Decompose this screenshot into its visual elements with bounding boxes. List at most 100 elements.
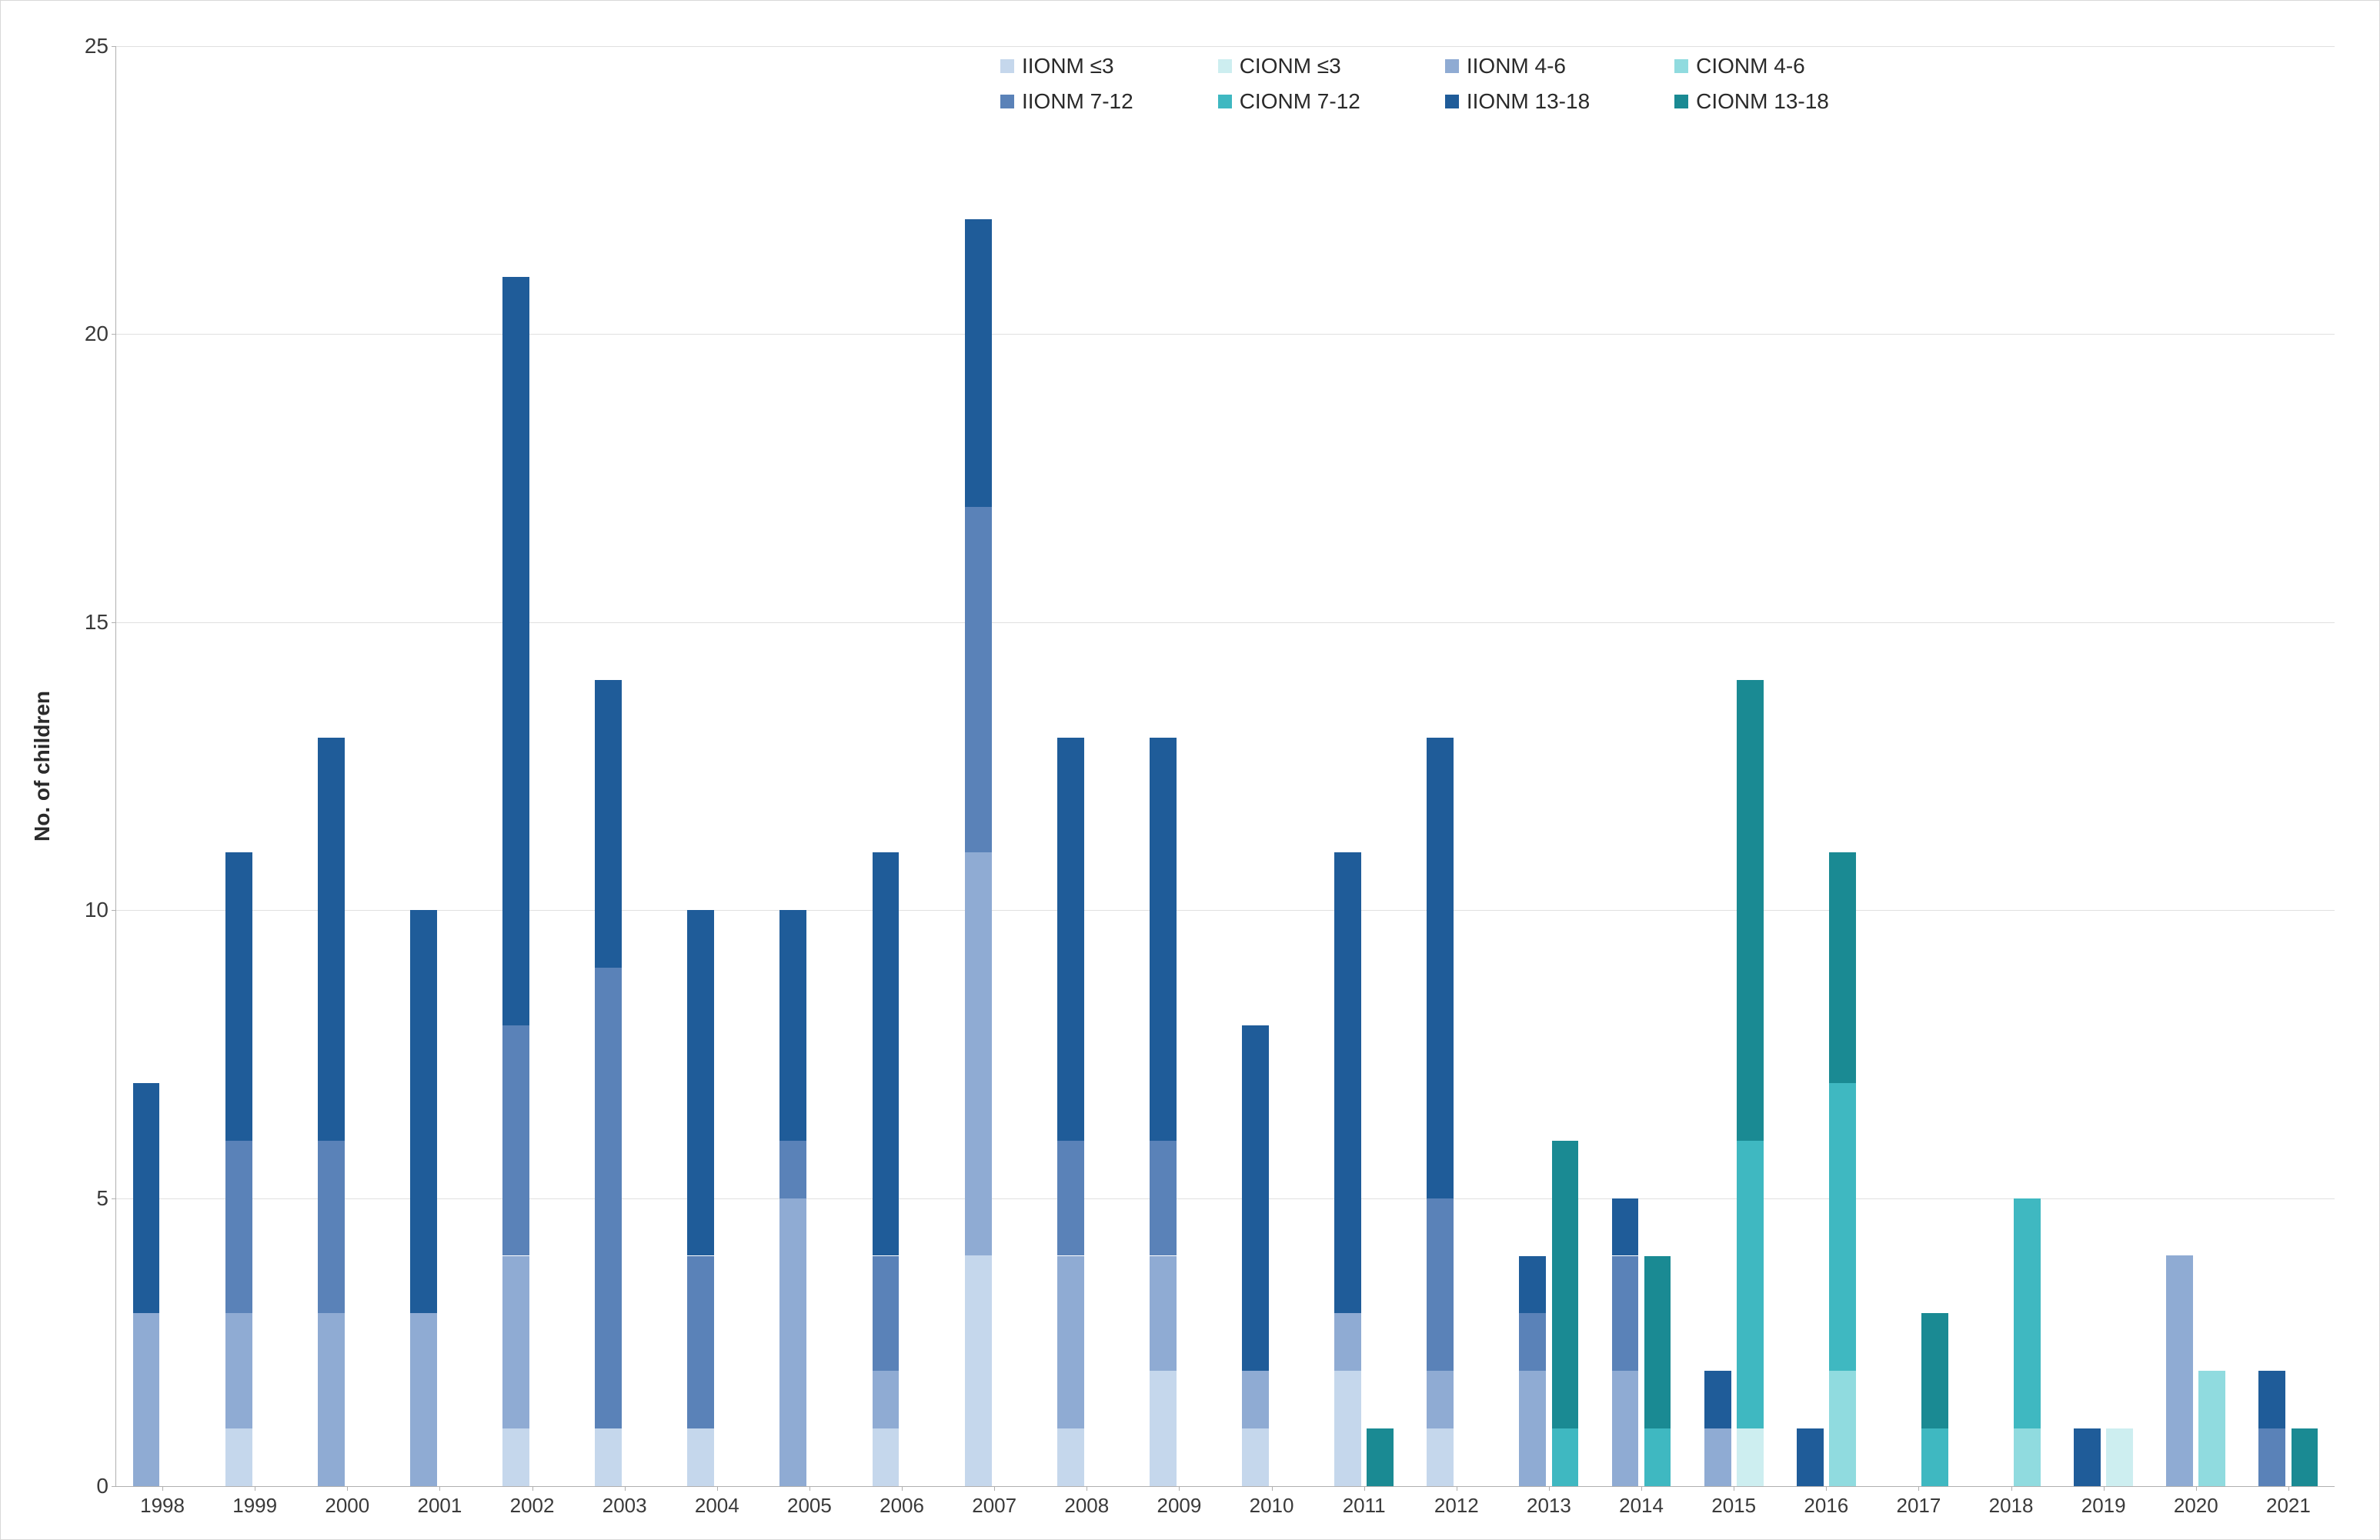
bar-segment [225,1428,252,1486]
bar-segment [687,1428,714,1486]
x-tick-label: 2010 [1250,1486,1294,1518]
x-tick-mark [1179,1486,1180,1491]
bar-segment [502,1428,529,1486]
bar-segment [1829,1083,1856,1371]
bar-segment [1150,1141,1177,1256]
bar-segment [779,1198,806,1486]
bar-segment [1737,1141,1764,1428]
bar-segment [1427,1198,1454,1372]
legend-label: CIONM ≤3 [1240,54,1341,78]
bar-segment [1612,1256,1639,1372]
x-tick-label: 2002 [510,1486,555,1518]
bar-segment [2258,1428,2285,1486]
bar-segment [318,1141,345,1314]
x-tick-label: 1999 [232,1486,277,1518]
bar-segment [873,1428,900,1486]
x-tick-mark [625,1486,626,1491]
bar-segment [2014,1198,2041,1429]
chart-legend: IIONM ≤3 CIONM ≤3 IIONM 4-6 CIONM 4-6 IIONM … [1000,54,1829,114]
bar-segment [1057,1428,1084,1486]
x-tick-mark [347,1486,348,1491]
bar-segment [1242,1428,1269,1486]
bar-segment [965,1255,992,1486]
x-tick-mark [2288,1486,2289,1491]
bar-segment [1057,738,1084,1141]
x-tick-label: 2000 [325,1486,369,1518]
x-tick-label: 2021 [2266,1486,2311,1518]
bar-segment [410,910,437,1313]
bar-segment [1704,1428,1731,1486]
bar-segment [225,1141,252,1314]
chart-container: 0510152025199819992000200120022003200420… [0,0,2380,1540]
bar-segment [2014,1428,2041,1486]
x-tick-label: 2020 [2174,1486,2218,1518]
bar-segment [1334,1313,1361,1371]
bar-segment [687,910,714,1255]
legend-label: IIONM ≤3 [1022,54,1114,78]
y-tick-label: 20 [85,322,116,346]
legend-item: IIONM 7-12 [1000,89,1133,114]
bar-segment [410,1313,437,1486]
bar-segment [502,1256,529,1429]
bar-segment [1552,1141,1579,1428]
bar-segment [595,1428,622,1486]
x-tick-label: 2005 [787,1486,832,1518]
bar-segment [1644,1428,1671,1486]
x-tick-label: 2004 [695,1486,739,1518]
bar-segment [1150,1256,1177,1372]
legend-label: IIONM 7-12 [1022,89,1133,114]
x-tick-label: 2016 [1804,1486,1848,1518]
gridline [116,910,2335,911]
bar-segment [1829,1371,1856,1486]
legend-item: IIONM 4-6 [1445,54,1590,78]
y-axis-title: No. of children [30,691,55,842]
x-tick-mark [1918,1486,1919,1491]
bar-segment [1057,1141,1084,1256]
x-tick-mark [1641,1486,1642,1491]
legend-label: CIONM 7-12 [1240,89,1360,114]
gridline [116,334,2335,335]
bar-segment [318,738,345,1141]
bar-segment [1242,1025,1269,1371]
bar-segment [1552,1428,1579,1486]
bar-segment [779,1141,806,1198]
legend-swatch [1674,59,1688,73]
y-tick-label: 0 [96,1474,116,1498]
x-tick-label: 2008 [1064,1486,1109,1518]
gridline [116,46,2335,47]
bar-segment [1150,738,1177,1141]
x-tick-mark [2196,1486,2197,1491]
bar-segment [965,852,992,1255]
x-tick-label: 2009 [1157,1486,1202,1518]
bar-segment [502,277,529,1025]
x-tick-label: 2019 [2081,1486,2126,1518]
bar-segment [1612,1198,1639,1256]
bar-segment [2292,1428,2318,1486]
legend-item: IIONM 13-18 [1445,89,1590,114]
x-tick-label: 1998 [140,1486,185,1518]
legend-swatch [1445,59,1459,73]
bar-segment [1704,1371,1731,1428]
legend-item: CIONM ≤3 [1218,54,1360,78]
bar-segment [2074,1428,2101,1486]
x-tick-label: 2013 [1527,1486,1571,1518]
bar-segment [687,1256,714,1429]
x-tick-mark [902,1486,903,1491]
x-tick-mark [717,1486,718,1491]
bar-segment [1921,1428,1948,1486]
x-tick-mark [994,1486,995,1491]
x-tick-label: 2014 [1619,1486,1664,1518]
gridline [116,622,2335,623]
bar-segment [595,680,622,968]
bar-segment [2166,1255,2193,1486]
bar-segment [1367,1428,1394,1486]
bar-segment [225,852,252,1140]
bar-segment [1334,852,1361,1313]
bar-segment [1829,852,1856,1083]
legend-swatch [1218,59,1232,73]
bar-segment [2198,1371,2225,1486]
legend-item: CIONM 4-6 [1674,54,1829,78]
bar-segment [133,1083,160,1314]
x-tick-mark [439,1486,440,1491]
gridline [116,1198,2335,1199]
